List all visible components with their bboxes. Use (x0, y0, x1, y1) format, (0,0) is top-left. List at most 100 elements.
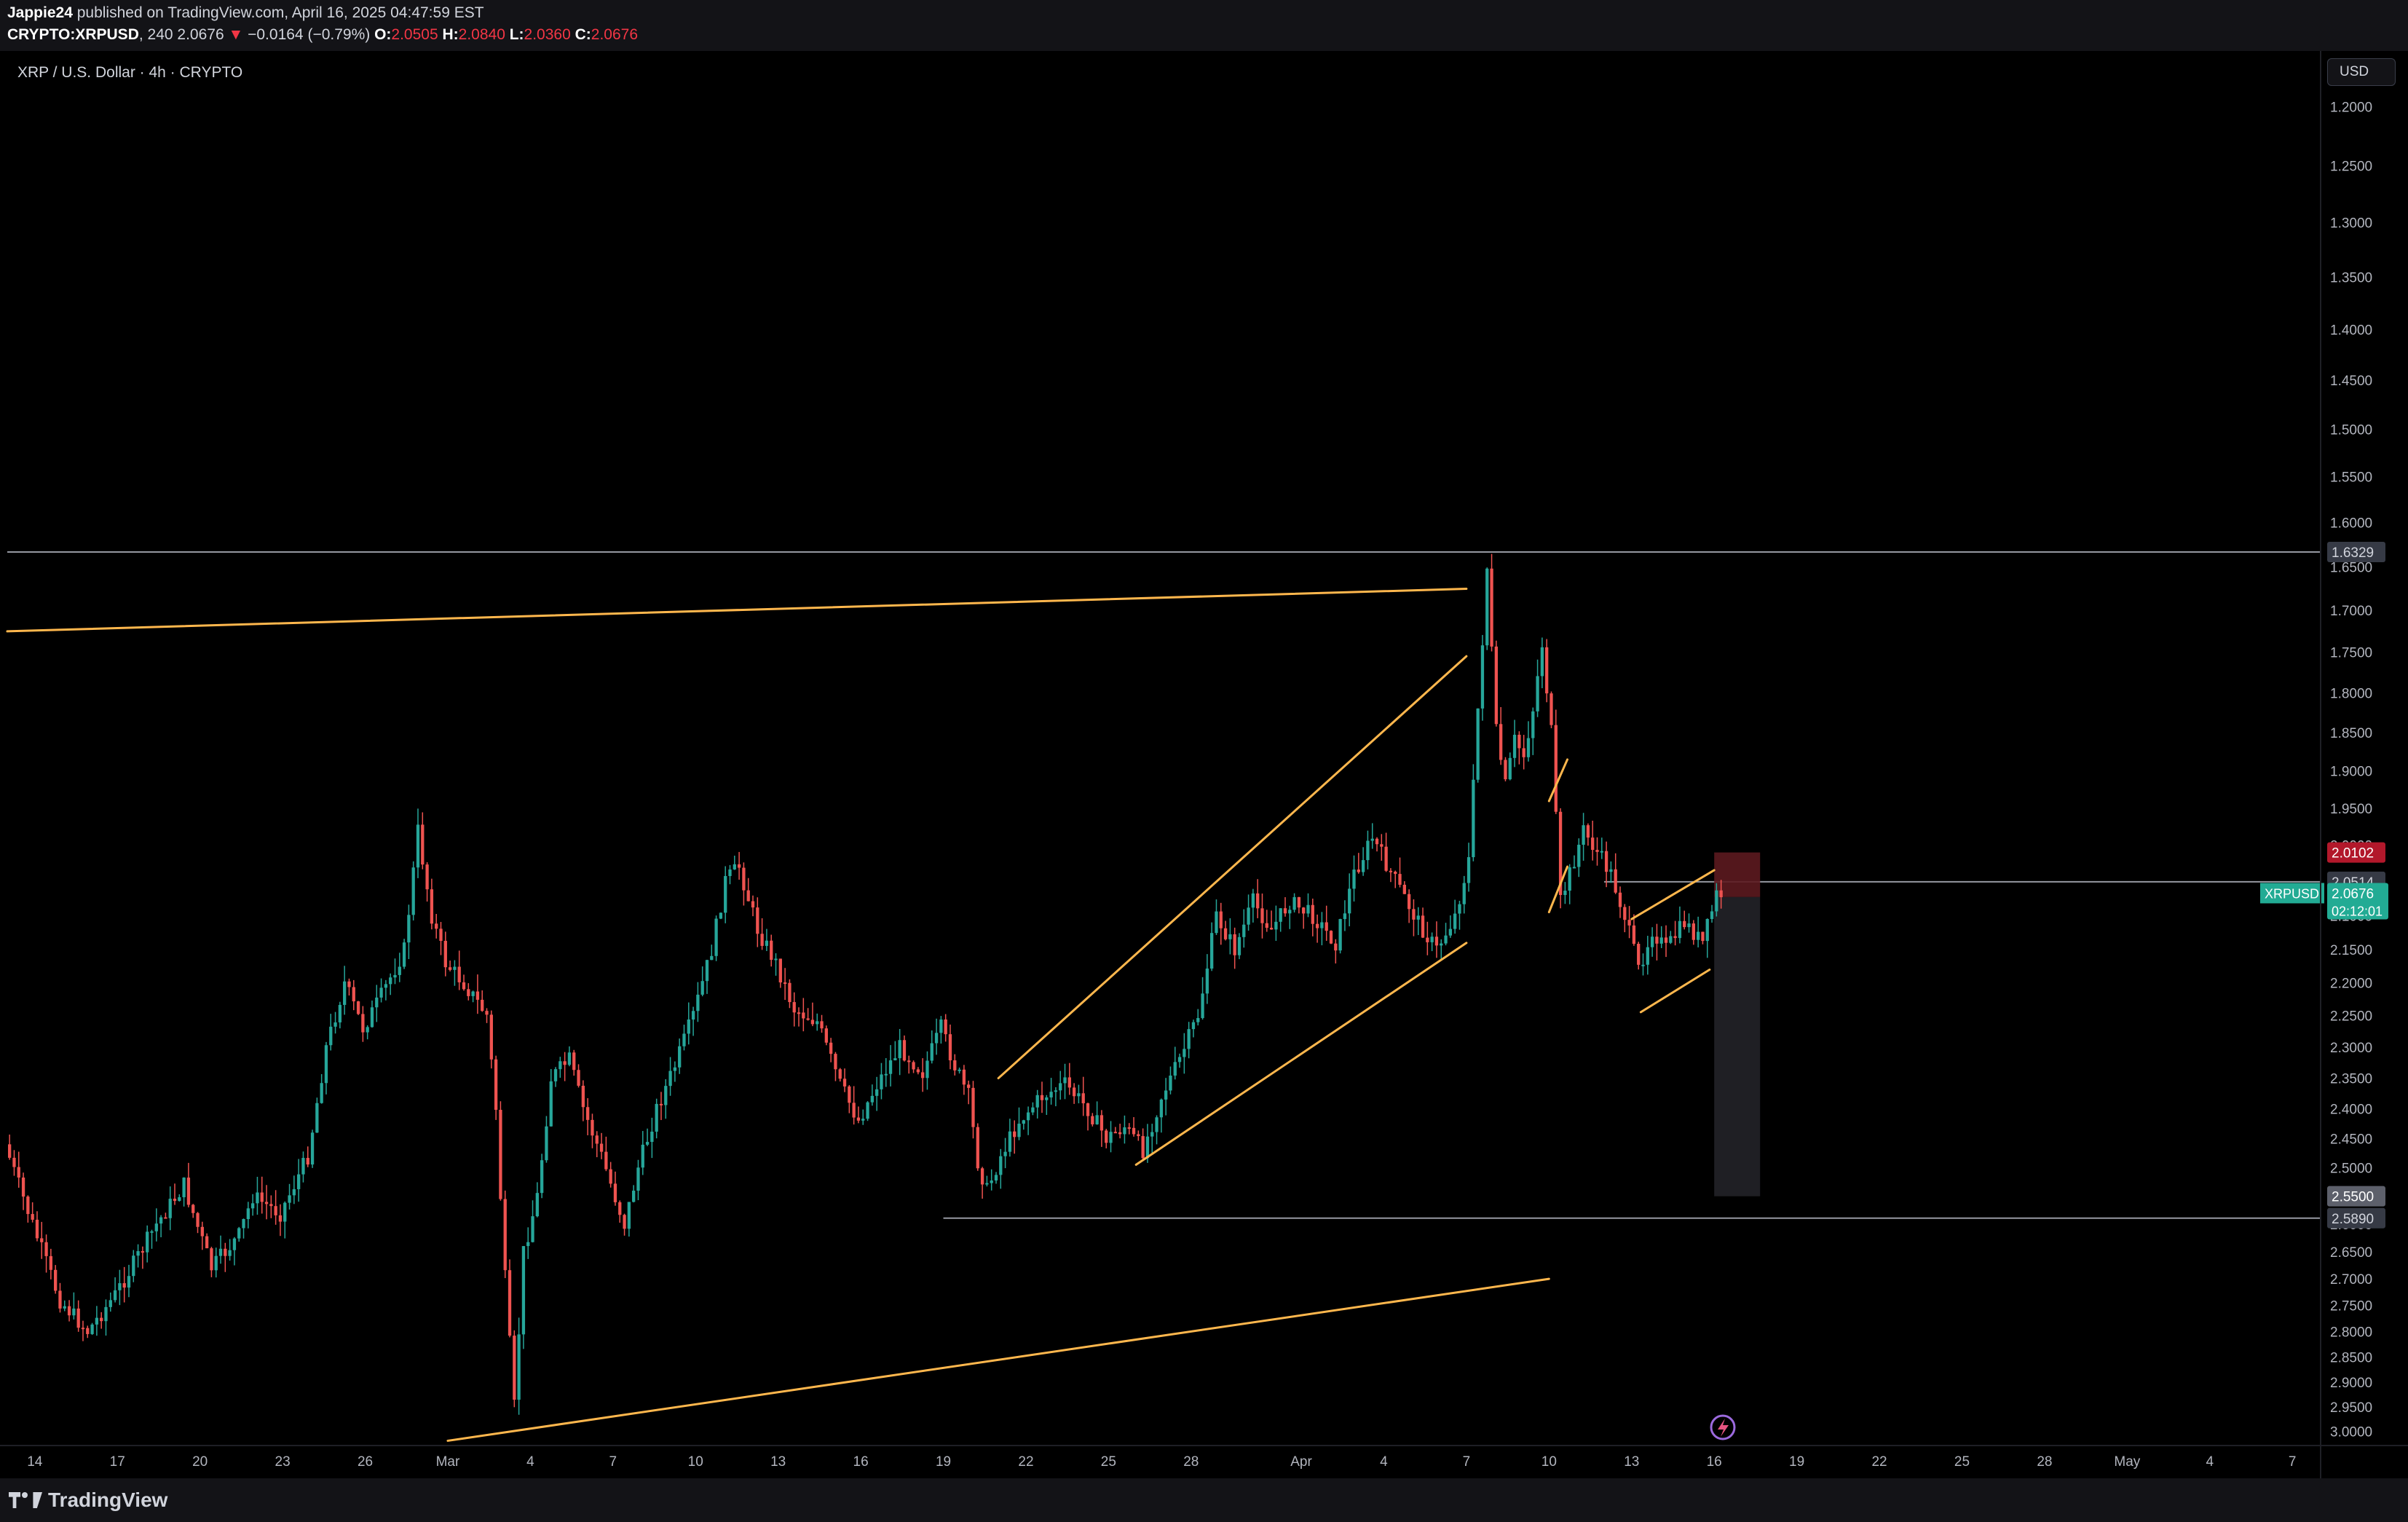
candle-body (1650, 937, 1654, 947)
x-tick-label: 26 (358, 1454, 373, 1470)
y-tick-label: 1.6500 (2330, 561, 2372, 576)
candle-body (934, 1033, 939, 1044)
candle-body (1577, 845, 1581, 867)
candle-body (912, 1062, 915, 1070)
take-profit-zone (1714, 896, 1761, 1196)
lightning-icon (1710, 1414, 1736, 1440)
candle-body (182, 1178, 186, 1198)
candle-body (632, 1191, 636, 1202)
candle-body (1691, 923, 1695, 940)
y-tick-label: 2.2000 (2330, 977, 2372, 992)
currency-button[interactable]: USD (2327, 58, 2396, 86)
candle-body (54, 1269, 58, 1291)
candle-body (655, 1103, 658, 1132)
candle-body (1719, 890, 1723, 898)
candle-body (1370, 838, 1374, 841)
candle-body (1421, 915, 1425, 938)
candle-body (1462, 883, 1466, 904)
y-tick-label: 2.8500 (2330, 1350, 2372, 1365)
candle-body (1591, 837, 1595, 851)
y-tick-label: 2.7500 (2330, 1299, 2372, 1314)
candle-body (1325, 922, 1328, 931)
candle-body (210, 1248, 213, 1271)
candle-body (1113, 1132, 1117, 1134)
candle-body (118, 1283, 122, 1290)
candle-body (306, 1158, 309, 1165)
candle-body (329, 1026, 333, 1046)
candle-body (186, 1178, 191, 1205)
candle-body (35, 1219, 39, 1239)
candle-body (1283, 908, 1287, 914)
lightning-bolt-icon (1718, 1419, 1729, 1437)
candle-body (1632, 925, 1636, 945)
candle-body (1453, 913, 1457, 929)
candle-body (861, 1119, 865, 1121)
candle-body (609, 1169, 612, 1184)
candle-body (797, 1012, 801, 1014)
candle-body (613, 1183, 617, 1202)
candle-body (549, 1081, 553, 1127)
candle-body (765, 940, 769, 946)
candle-body (146, 1231, 149, 1253)
candle-body (976, 1127, 979, 1169)
y-tick-label: 2.9500 (2330, 1400, 2372, 1416)
candle-body (17, 1167, 20, 1178)
candle-body (770, 940, 773, 961)
tradingview-logo[interactable]: TradingView (9, 1489, 167, 1512)
candle-body (1242, 924, 1246, 937)
author-name[interactable]: Jappie24 (7, 4, 73, 21)
candle-body (1269, 928, 1274, 930)
x-tick-label: 4 (2206, 1454, 2214, 1470)
price-chart[interactable]: 1.2000 1.2500 1.3000 1.3500 1.4000 1.4500 1.50… (0, 51, 2408, 1478)
candle-body (806, 1018, 810, 1020)
price-scale-separator (2320, 51, 2321, 1478)
y-tick-label: 2.7000 (2330, 1272, 2372, 1288)
candle-body (893, 1058, 897, 1061)
symbol-name[interactable]: CRYPTO:XRPUSD (7, 26, 139, 43)
candle-body (719, 912, 723, 919)
candle-body (1550, 693, 1553, 725)
candle-body (127, 1276, 131, 1288)
candle-body (1274, 921, 1278, 930)
candle-body (1444, 935, 1448, 944)
ohlc-legend: CRYPTO:XRPUSD, 240 2.0676 ▼ −0.0164 (−0.… (7, 26, 638, 44)
candle-body (1315, 923, 1319, 928)
candle-body (1008, 1131, 1012, 1152)
candle-body (1191, 1022, 1196, 1030)
current-price-text: 2.0676 (2332, 886, 2374, 902)
y-tick-label: 2.4500 (2330, 1132, 2372, 1147)
candle-body (1440, 943, 1443, 946)
candle-body (902, 1040, 907, 1061)
candle-body (100, 1317, 103, 1322)
candle-body (545, 1126, 548, 1161)
y-tick-label: 1.2500 (2330, 159, 2372, 175)
candle-body (1389, 870, 1393, 872)
candle-body (1705, 918, 1709, 942)
candle-body (1343, 913, 1347, 920)
low-level-badge (2327, 1207, 2385, 1229)
candle-body (535, 1193, 539, 1217)
candle-body (104, 1306, 108, 1322)
candle-body (1701, 931, 1705, 942)
candle-body (1260, 908, 1264, 923)
candle-body (980, 1168, 984, 1185)
candle-body (577, 1070, 580, 1086)
x-tick-label: 28 (2037, 1454, 2052, 1470)
price-change: −0.0164 (−0.79%) (243, 26, 371, 43)
candle-body (26, 1196, 30, 1215)
candle-body (113, 1290, 117, 1301)
candle-body (517, 1334, 521, 1400)
y-tick-label: 1.9000 (2330, 765, 2372, 780)
candle-body (985, 1183, 989, 1185)
open-value: 2.0505 (391, 26, 438, 43)
candle-body (907, 1060, 911, 1062)
x-tick-label: 13 (1624, 1454, 1639, 1470)
candle-body (1247, 907, 1250, 925)
candle-body (751, 901, 755, 908)
candle-body (200, 1226, 204, 1237)
candle-body (810, 1020, 815, 1025)
candle-body (366, 1027, 369, 1033)
y-tick-label: 1.5500 (2330, 470, 2372, 486)
candle-body (407, 915, 411, 943)
candle-body (471, 991, 475, 996)
